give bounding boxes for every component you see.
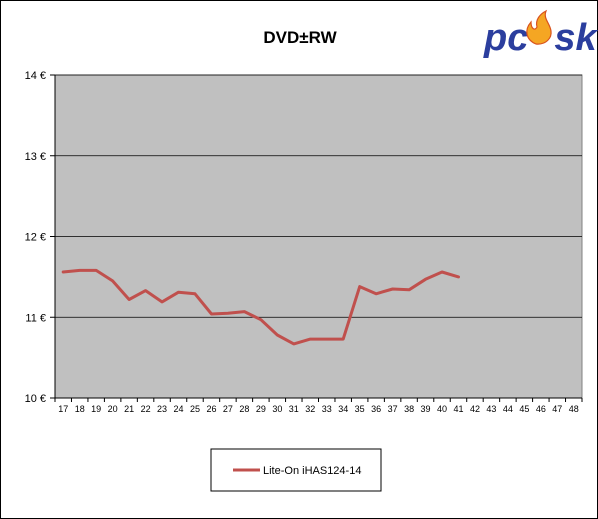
x-tick-label: 46	[536, 404, 546, 414]
y-tick-label: 14 €	[25, 70, 46, 82]
chart-title: DVD±RW	[263, 28, 337, 47]
x-tick-label: 27	[223, 404, 233, 414]
x-tick-label: 32	[305, 404, 315, 414]
legend: Lite-On iHAS124-14	[210, 448, 382, 492]
x-tick-label: 39	[421, 404, 431, 414]
x-tick-label: 44	[503, 404, 513, 414]
series-line	[61, 268, 460, 346]
x-tick-label: 24	[174, 404, 184, 414]
x-tick-label: 29	[256, 404, 266, 414]
x-tick-label: 43	[486, 404, 496, 414]
flame-icon	[526, 9, 552, 45]
legend-label: Lite-On iHAS124-14	[263, 465, 361, 477]
x-tick-label: 34	[338, 404, 348, 414]
logo-text: pc sk	[483, 17, 598, 59]
x-tick-label: 33	[322, 404, 332, 414]
x-tick-label: 19	[91, 404, 101, 414]
x-tick-label: 35	[355, 404, 365, 414]
x-tick-label: 37	[388, 404, 398, 414]
x-tick-label: 25	[190, 404, 200, 414]
x-tick-label: 41	[453, 404, 463, 414]
x-tick-label: 28	[239, 404, 249, 414]
x-tick-label: 20	[108, 404, 118, 414]
series-lines	[61, 268, 460, 346]
x-tick-label: 26	[206, 404, 216, 414]
x-tick-label: 17	[58, 404, 68, 414]
x-tick-label: 36	[371, 404, 381, 414]
y-tick-label: 11 €	[25, 312, 46, 324]
logo-text-part: pc	[483, 17, 528, 59]
x-tick-label: 31	[289, 404, 299, 414]
x-tick-label: 23	[157, 404, 167, 414]
x-tick-label: 21	[124, 404, 134, 414]
x-tick-label: 30	[272, 404, 282, 414]
x-tick-label: 18	[75, 404, 85, 414]
pcask-logo: pc sk	[483, 9, 598, 59]
y-tick-label: 12 €	[25, 232, 46, 244]
x-tick-label: 40	[437, 404, 447, 414]
logo-text-part: sk	[554, 17, 598, 59]
y-tick-label: 13 €	[25, 151, 46, 163]
x-tick-label: 22	[141, 404, 151, 414]
axes	[50, 74, 583, 402]
x-tick-labels: 17 18 19 20 21 22 23 24 25 26 27 28 29 30 31 32 33 34 35 36…	[58, 404, 579, 414]
y-tick-label: 10 €	[25, 393, 46, 405]
x-tick-label: 48	[569, 404, 579, 414]
x-tick-label: 45	[519, 404, 529, 414]
x-tick-label: 42	[470, 404, 480, 414]
y-tick-labels: 10 € 11 € 12 € 13 € 14 €	[25, 70, 46, 405]
x-tick-label: 47	[552, 404, 562, 414]
x-tick-label: 38	[404, 404, 414, 414]
